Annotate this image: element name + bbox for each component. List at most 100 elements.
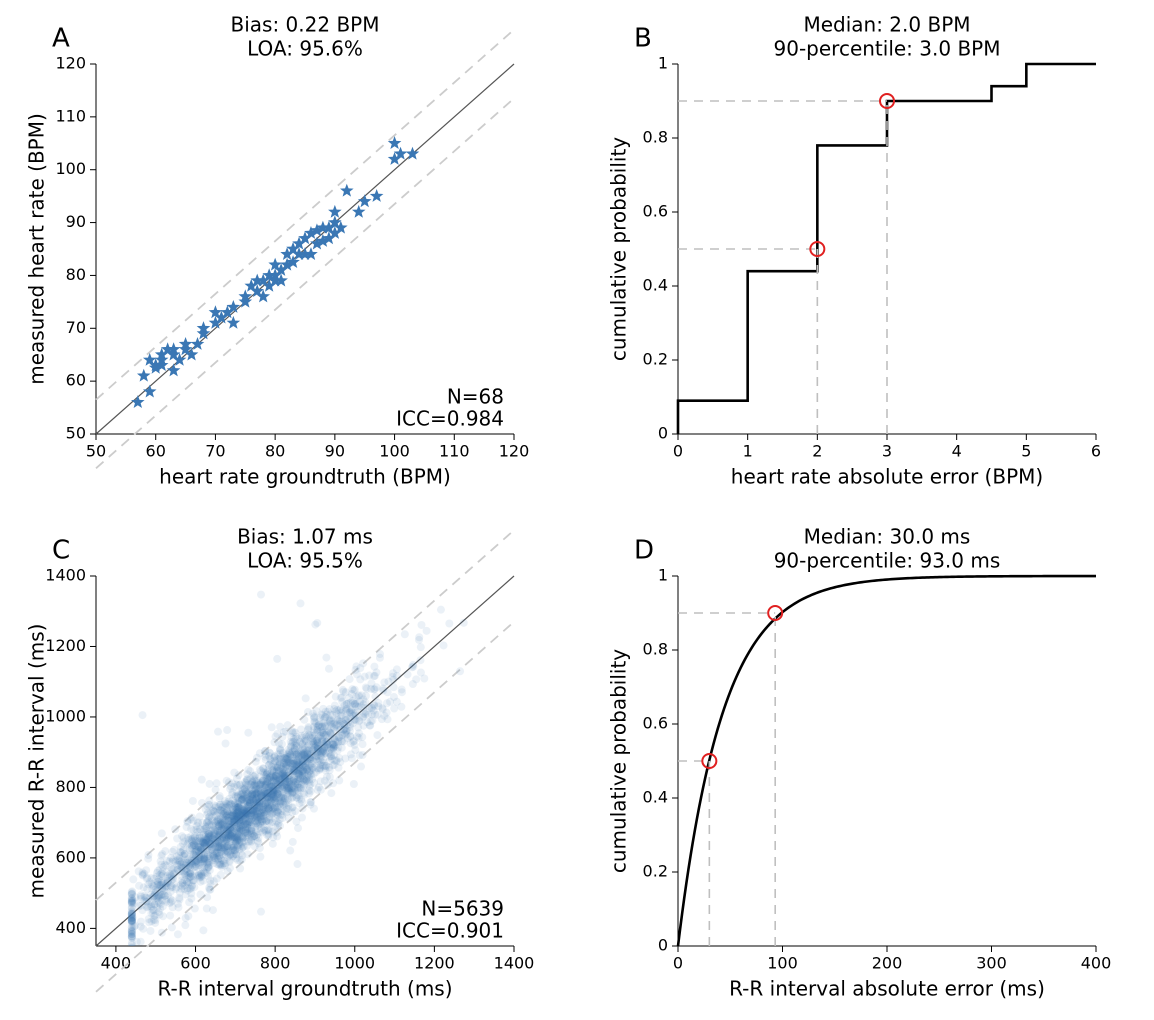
scatter-point (137, 369, 151, 382)
scatter-point (352, 702, 360, 710)
scatter-point (358, 194, 372, 207)
svg-text:measured heart rate (BPM): measured heart rate (BPM) (25, 113, 49, 385)
scatter-point (243, 829, 251, 837)
scatter-point (296, 772, 304, 780)
scatter-point (200, 849, 208, 857)
svg-text:0: 0 (658, 936, 668, 955)
scatter-point (209, 806, 217, 814)
svg-text:4: 4 (952, 442, 962, 461)
scatter-point (229, 788, 237, 796)
scatter-point (311, 621, 319, 629)
scatter-point (310, 726, 318, 734)
scatter-point (203, 893, 211, 901)
panel-D: 010020030040000.20.40.60.81R-R interval … (582, 512, 1142, 1012)
scatter-point (189, 797, 197, 805)
scatter-point (415, 633, 423, 641)
svg-text:1200: 1200 (414, 954, 455, 973)
scatter-point (332, 693, 340, 701)
scatter-point (416, 656, 424, 664)
scatter-point (145, 918, 153, 926)
scatter-point (298, 814, 306, 822)
scatter-point (360, 710, 368, 718)
svg-text:5: 5 (1021, 442, 1031, 461)
svg-text:1: 1 (658, 566, 668, 585)
scatter-point (251, 832, 259, 840)
svg-text:0: 0 (673, 954, 683, 973)
scatter-point (295, 750, 303, 758)
scatter-point (204, 872, 212, 880)
scatter-point (167, 363, 181, 376)
svg-text:0: 0 (673, 442, 683, 461)
svg-text:800: 800 (55, 777, 86, 796)
scatter-point (154, 867, 162, 875)
svg-text:600: 600 (55, 847, 86, 866)
scatter-point (158, 929, 166, 937)
scatter-point (273, 655, 281, 663)
scatter-point (244, 781, 252, 789)
scatter-point (336, 726, 344, 734)
scatter-point (128, 898, 136, 906)
svg-text:cumulative probability: cumulative probability (607, 649, 631, 873)
svg-text:600: 600 (180, 954, 211, 973)
scatter-point (135, 882, 143, 890)
svg-text:50: 50 (66, 424, 86, 443)
svg-text:110: 110 (439, 442, 470, 461)
scatter-point (368, 704, 376, 712)
scatter-point (137, 893, 145, 901)
scatter-point (327, 789, 335, 797)
svg-text:R-R interval absolute error (m: R-R interval absolute error (ms) (729, 977, 1045, 1001)
scatter-point (179, 847, 187, 855)
scatter-point (208, 845, 216, 853)
scatter-point (144, 855, 152, 863)
svg-text:heart rate absolute error (BPM: heart rate absolute error (BPM) (731, 465, 1043, 489)
scatter-point (209, 906, 217, 914)
scatter-point (352, 666, 360, 674)
scatter-point (137, 902, 145, 910)
scatter-point (329, 779, 337, 787)
svg-text:100: 100 (767, 954, 798, 973)
svg-text:LOA: 95.5%: LOA: 95.5% (247, 549, 363, 573)
scatter-point (293, 860, 301, 868)
scatter-point (275, 739, 283, 747)
scatter-point (163, 868, 171, 876)
scatter-point (187, 868, 195, 876)
scatter-point (307, 787, 315, 795)
scatter-point (327, 717, 335, 725)
scatter-point (222, 740, 230, 748)
svg-text:1400: 1400 (494, 954, 535, 973)
scatter-point (262, 790, 270, 798)
scatter-point (258, 818, 266, 826)
scatter-point (290, 728, 298, 736)
scatter-point (343, 700, 351, 708)
scatter-point (440, 641, 448, 649)
scatter-point (256, 749, 264, 757)
svg-text:90: 90 (325, 442, 345, 461)
scatter-point (301, 755, 309, 763)
scatter-point (370, 189, 384, 202)
scatter-point (203, 836, 211, 844)
scatter-point (244, 729, 252, 737)
scatter-point (316, 741, 324, 749)
scatter-point (212, 786, 220, 794)
scatter-point (158, 829, 166, 837)
scatter-point (388, 136, 402, 149)
scatter-point (170, 869, 178, 877)
figure: 50607080901001101205060708090100110120he… (0, 0, 1154, 1020)
scatter-point (214, 818, 222, 826)
scatter-point (167, 888, 175, 896)
scatter-point (137, 938, 145, 946)
scatter-point (307, 771, 315, 779)
scatter-point (151, 911, 159, 919)
scatter-point (378, 704, 386, 712)
scatter-point (236, 790, 244, 798)
scatter-point (198, 776, 206, 784)
scatter-point (266, 819, 274, 827)
svg-text:Bias: 0.22 BPM: Bias: 0.22 BPM (231, 13, 380, 37)
scatter-point (290, 760, 298, 768)
scatter-point (233, 775, 241, 783)
scatter-point (226, 824, 234, 832)
scatter-point (412, 675, 420, 683)
scatter-point (347, 750, 355, 758)
scatter-point (289, 788, 297, 796)
scatter-point (359, 740, 367, 748)
